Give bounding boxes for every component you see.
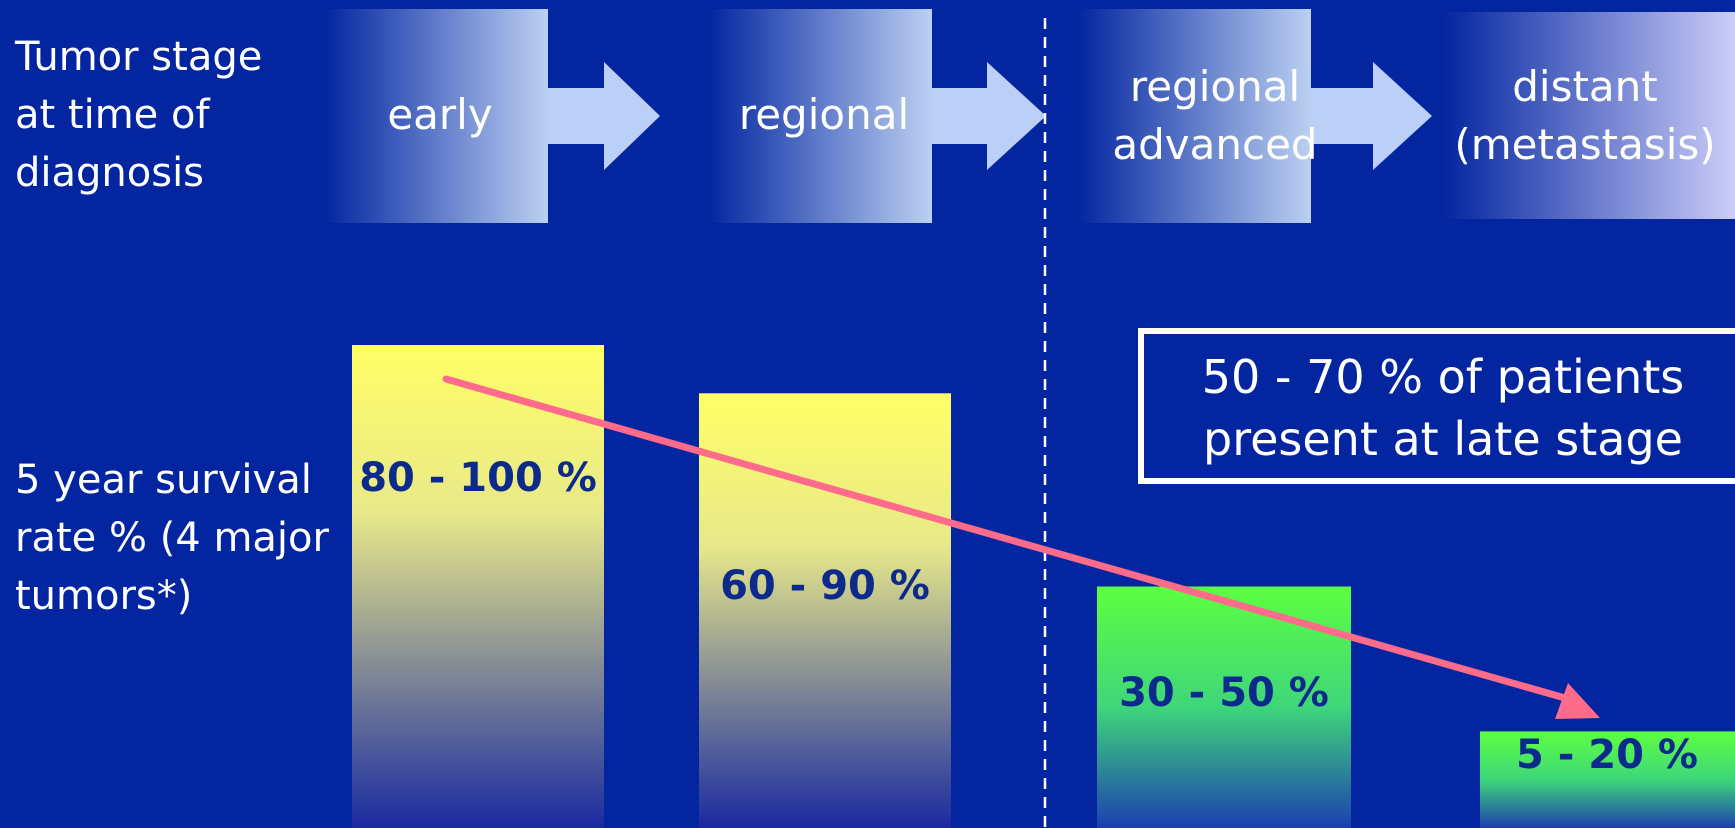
trend-arrow-line — [442, 375, 1576, 704]
stage-box-early — [325, 9, 548, 223]
stage-label-regional: regional — [709, 86, 939, 144]
x-axis-label-line-3: diagnosis — [15, 150, 205, 196]
bar-value-label-regional: 60 - 90 % — [720, 563, 930, 609]
flow-arrow-2 — [932, 62, 1046, 170]
bar-distant — [1480, 731, 1735, 828]
stage-label-early: early — [325, 86, 555, 144]
bar-value-label-early: 80 - 100 % — [359, 455, 597, 501]
bar-early — [352, 345, 604, 828]
bar-value-label-distant: 5 - 20 % — [1516, 732, 1698, 778]
flow-arrow-3 — [1311, 62, 1432, 170]
callout-line-2: present at late stage — [1203, 412, 1683, 466]
x-axis-label: Tumor stage at time of diagnosis — [15, 28, 262, 202]
callout-line-1: 50 - 70 % of patients — [1201, 350, 1685, 404]
stage-label-regional-advanced-line-2: advanced — [1112, 120, 1318, 169]
late-stage-callout: 50 - 70 % of patients present at late st… — [1138, 328, 1735, 484]
y-axis-label-line-2: rate % (4 major — [15, 515, 329, 561]
stage-label-distant-line-1: distant — [1512, 62, 1658, 111]
bar-value-label-regional-advanced: 30 - 50 % — [1119, 670, 1329, 716]
stage-label-regional-advanced-line-1: regional — [1129, 62, 1301, 111]
stage-label-distant-line-2: (metastasis) — [1454, 120, 1716, 169]
x-axis-label-line-1: Tumor stage — [15, 34, 263, 80]
stage-label-early-line-1: early — [387, 90, 493, 139]
y-axis-label-line-1: 5 year survival — [15, 457, 312, 503]
stage-label-regional-line-1: regional — [738, 90, 910, 139]
y-axis-label-line-3: tumors*) — [15, 573, 193, 619]
flow-arrow-1 — [548, 62, 660, 170]
stage-label-regional-advanced: regional advanced — [1095, 58, 1335, 174]
y-axis-label: 5 year survival rate % (4 major tumors*) — [15, 451, 329, 625]
stage-box-regional-advanced — [1078, 9, 1311, 223]
stage-box-regional — [709, 9, 932, 223]
stage-label-distant: distant (metastasis) — [1440, 58, 1730, 174]
x-axis-label-line-2: at time of — [15, 92, 210, 138]
stage-box-distant — [1444, 12, 1735, 219]
trend-arrow-head — [1555, 683, 1600, 719]
